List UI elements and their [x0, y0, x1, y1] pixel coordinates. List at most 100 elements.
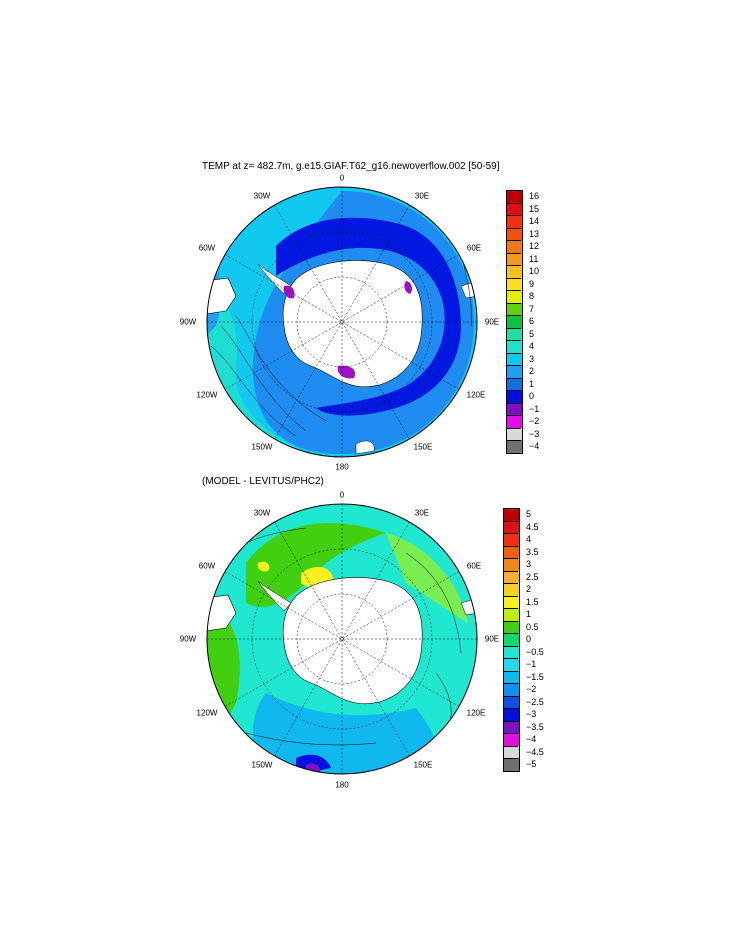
colorbar-label: 5 — [529, 328, 535, 339]
lon-label-60w: 60W — [198, 561, 216, 571]
colorbar-difference: 5 4.5 4 3.5 3 2.5 2 1.5 1 0.5 0 −0.5 −1 −1.5 −2 −2.5 −3−… — [503, 508, 553, 772]
colorbar-label: 5 — [526, 509, 532, 520]
colorbar-swatch — [503, 620, 520, 633]
lon-label-150w: 150W — [251, 442, 273, 452]
colorbar-swatch — [506, 202, 523, 215]
colorbar-separator — [506, 252, 521, 254]
colorbar-label: 3 — [529, 353, 535, 364]
ocean-shelf-band — [276, 217, 461, 416]
lon-label-0: 0 — [339, 490, 345, 500]
colorbar-separator — [503, 520, 518, 522]
colorbar-swatch — [503, 570, 520, 583]
colorbar-swatch — [503, 645, 520, 658]
colorbar-swatch — [506, 327, 523, 340]
colorbar-label: 12 — [529, 241, 540, 252]
colorbar-swatch — [506, 227, 523, 240]
colorbar-separator — [503, 545, 518, 547]
colorbar-separator — [503, 683, 518, 684]
south-america-landmass — [207, 277, 237, 315]
cold-patch-weddell — [283, 285, 295, 299]
colorbar-label: −2 — [529, 416, 540, 427]
lon-label-90e: 90E — [484, 317, 500, 327]
colorbar-separator — [506, 390, 521, 391]
colorbar-label: 2 — [529, 366, 535, 377]
colorbar-separator — [503, 558, 518, 559]
colorbar-separator — [503, 695, 518, 697]
colorbar-swatch — [503, 670, 520, 683]
colorbar-separator — [503, 533, 518, 534]
south-america-landmass — [207, 594, 237, 632]
colorbar-swatch — [503, 745, 520, 758]
colorbar-label: 4.5 — [526, 521, 539, 532]
colorbar-label: 0.5 — [526, 621, 539, 632]
colorbar-separator — [503, 758, 518, 759]
colorbar-label: −1 — [529, 403, 540, 414]
colorbar-separator — [503, 595, 518, 597]
antarctica-landmass — [282, 577, 423, 705]
colorbar-separator — [506, 352, 521, 354]
map-boundary — [206, 503, 478, 775]
lon-label-60e: 60E — [466, 561, 482, 571]
colorbar-label: 0 — [529, 391, 535, 402]
new-zealand-landmass — [355, 440, 375, 455]
colorbar-swatch — [503, 683, 520, 696]
lon-label-180: 180 — [335, 780, 349, 790]
colorbar-swatch — [503, 695, 520, 708]
lon-label-150e: 150E — [413, 760, 433, 770]
colorbar-swatch — [503, 595, 520, 608]
colorbar-label: 4 — [526, 534, 532, 545]
colorbar-separator — [506, 327, 521, 329]
colorbar-label: 1 — [529, 378, 535, 389]
anomaly-small-high — [257, 561, 270, 572]
colorbar-label: 1.5 — [526, 596, 539, 607]
colorbar-swatch — [503, 520, 520, 533]
colorbar-separator — [503, 670, 518, 672]
colorbar-label: 9 — [529, 278, 535, 289]
lon-label-90w: 90W — [179, 634, 197, 644]
colorbar-label: 11 — [529, 253, 539, 264]
colorbar-separator — [503, 733, 518, 734]
lon-label-150e: 150E — [413, 442, 433, 452]
lon-label-0: 0 — [339, 173, 345, 183]
panel-title-difference: (MODEL - LEVITUS/PHC2) — [202, 476, 324, 487]
colorbar-label: 10 — [529, 266, 540, 277]
colorbar-separator — [506, 227, 521, 229]
colorbar-temperature: 16 15 14 13 12 11 10 9 8 7 6 5 4 3 2 1 0 −1 −2 −3 −4 — [506, 190, 556, 454]
colorbar-swatch — [506, 302, 523, 315]
colorbar-swatch — [503, 708, 520, 721]
lon-label-90e: 90E — [484, 634, 500, 644]
colorbar-label: 14 — [529, 216, 540, 227]
colorbar-separator — [506, 377, 521, 379]
colorbar-label: −0.5 — [526, 646, 544, 657]
colorbar-swatch — [506, 377, 523, 390]
antarctic-peninsula — [257, 263, 292, 295]
colorbar-swatch — [506, 290, 523, 303]
lon-label-30w: 30W — [253, 508, 271, 518]
colorbar-separator — [503, 583, 518, 584]
colorbar-label: 8 — [529, 291, 535, 302]
colorbar-label: 3.5 — [526, 546, 539, 557]
colorbar-swatch — [506, 240, 523, 253]
colorbar-label: 2.5 — [526, 571, 539, 582]
colorbar-swatch — [506, 340, 523, 353]
colorbar-label: 0 — [526, 634, 532, 645]
colorbar-separator — [506, 427, 521, 429]
colorbar-label: −4 — [526, 734, 537, 745]
colorbar-swatch — [503, 558, 520, 571]
lon-label-120e: 120E — [466, 390, 486, 400]
map-difference — [206, 503, 478, 775]
colorbar-label: −4.5 — [526, 746, 544, 757]
colorbar-label: 4 — [529, 341, 535, 352]
colorbar-swatch — [503, 633, 520, 646]
colorbar-swatch — [503, 508, 520, 522]
cold-patch-east — [404, 281, 413, 294]
colorbar-separator — [506, 302, 521, 304]
panel-title-temperature: TEMP at z= 482.7m, g.e15.GIAF.T62_g16.ne… — [202, 161, 500, 172]
graticule — [207, 187, 477, 457]
colorbar-label: 7 — [529, 303, 535, 314]
lon-label-120w: 120W — [196, 390, 218, 400]
colorbar-separator — [506, 315, 521, 316]
colorbar-separator — [503, 645, 518, 647]
map-temperature — [206, 186, 478, 458]
colorbar-label: −4 — [529, 441, 540, 452]
